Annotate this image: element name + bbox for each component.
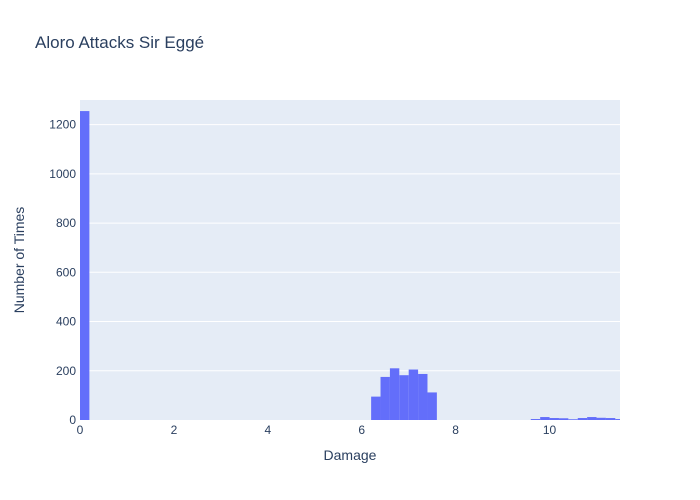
histogram-bar bbox=[399, 375, 409, 420]
histogram-bar bbox=[371, 396, 381, 420]
y-tick-label: 200 bbox=[56, 364, 76, 378]
y-tick-label: 800 bbox=[56, 216, 76, 230]
histogram-bar bbox=[408, 369, 419, 420]
y-tick-label: 600 bbox=[56, 265, 76, 279]
x-tick-label: 6 bbox=[358, 423, 365, 437]
x-tick-label: 2 bbox=[171, 423, 178, 437]
histogram-bar bbox=[389, 368, 400, 420]
histogram-bar bbox=[80, 111, 90, 421]
histogram-bar bbox=[605, 418, 616, 420]
y-tick-label: 0 bbox=[69, 413, 76, 427]
x-axis-ticks: 0 2 4 6 8 10 bbox=[77, 423, 557, 437]
plot-area bbox=[80, 100, 620, 420]
grid-lines bbox=[80, 124, 620, 372]
histogram-bar bbox=[530, 419, 541, 420]
histogram-bar bbox=[427, 392, 437, 420]
x-tick-label: 10 bbox=[543, 423, 557, 437]
histogram-bar bbox=[380, 376, 390, 420]
y-axis-ticks: 0 200 400 600 800 1000 1200 bbox=[49, 118, 76, 427]
x-tick-label: 4 bbox=[264, 423, 271, 437]
histogram-bar bbox=[577, 418, 588, 420]
y-tick-label: 1000 bbox=[49, 167, 76, 181]
histogram-bar bbox=[418, 373, 428, 420]
histogram-bar bbox=[587, 417, 597, 420]
histogram-bar bbox=[568, 419, 578, 420]
x-axis-label: Damage bbox=[324, 447, 377, 463]
y-tick-label: 1200 bbox=[49, 118, 76, 132]
x-tick-label: 0 bbox=[77, 423, 84, 437]
x-tick-label: 8 bbox=[452, 423, 459, 437]
y-tick-label: 400 bbox=[56, 315, 76, 329]
histogram-bar bbox=[558, 418, 569, 420]
histogram-bar bbox=[549, 418, 559, 420]
bars bbox=[80, 111, 620, 421]
histogram-bar bbox=[540, 417, 550, 420]
chart-title: Aloro Attacks Sir Eggé bbox=[35, 33, 205, 52]
histogram-bar bbox=[615, 419, 620, 420]
y-axis-label: Number of Times bbox=[11, 207, 27, 314]
histogram-bar bbox=[596, 417, 606, 420]
